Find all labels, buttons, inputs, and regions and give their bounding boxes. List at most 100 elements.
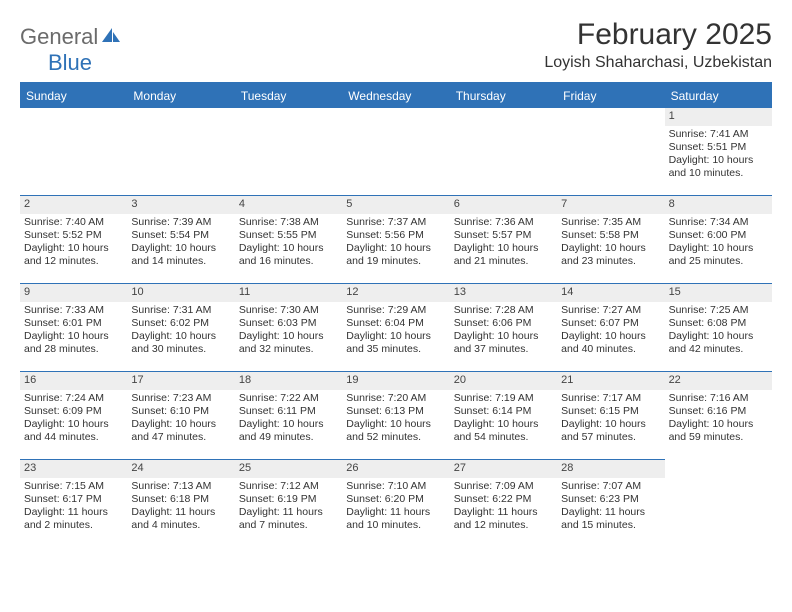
calendar-cell: 3 Sunrise: 7:39 AMSunset: 5:54 PMDaylight… — [127, 195, 234, 283]
calendar-cell-empty — [20, 107, 127, 195]
sunset-line: Sunset: 6:23 PM — [561, 493, 660, 506]
calendar-cell: 25Sunrise: 7:12 AMSunset: 6:19 PMDayligh… — [235, 459, 342, 547]
calendar-cell-empty — [557, 107, 664, 195]
sunset-line: Sunset: 6:08 PM — [669, 317, 768, 330]
day-number: 21 — [557, 372, 664, 390]
calendar-cell: 7Sunrise: 7:35 AMSunset: 5:58 PMDaylight… — [557, 195, 664, 283]
daylight-line: Daylight: 10 hours and 16 minutes. — [239, 242, 338, 268]
sunrise-line: Sunrise: 7:22 AM — [239, 392, 338, 405]
daylight-line: Daylight: 11 hours and 2 minutes. — [24, 506, 123, 532]
sunrise-line: Sunrise: 7:23 AM — [131, 392, 230, 405]
calendar-cell-empty — [235, 107, 342, 195]
sunset-line: Sunset: 6:02 PM — [131, 317, 230, 330]
calendar-page: General Blue February 2025 Loyish Shahar… — [0, 0, 792, 612]
calendar-cell: 18Sunrise: 7:22 AMSunset: 6:11 PMDayligh… — [235, 371, 342, 459]
sunrise-line: Sunrise: 7:34 AM — [669, 216, 768, 229]
day-number: 5 — [342, 196, 449, 214]
sunrise-line: Sunrise: 7:35 AM — [561, 216, 660, 229]
sunrise-line: Sunrise: 7:36 AM — [454, 216, 553, 229]
sunset-line: Sunset: 5:51 PM — [669, 141, 768, 154]
sunset-line: Sunset: 6:20 PM — [346, 493, 445, 506]
sunset-line: Sunset: 6:06 PM — [454, 317, 553, 330]
sunset-line: Sunset: 6:11 PM — [239, 405, 338, 418]
day-number: 10 — [127, 284, 234, 302]
day-number: 16 — [20, 372, 127, 390]
sunrise-line: Sunrise: 7:33 AM — [24, 304, 123, 317]
calendar-cell: 13Sunrise: 7:28 AMSunset: 6:06 PMDayligh… — [450, 283, 557, 371]
sunset-line: Sunset: 6:01 PM — [24, 317, 123, 330]
day-number: 20 — [450, 372, 557, 390]
calendar-cell: 24Sunrise: 7:13 AMSunset: 6:18 PMDayligh… — [127, 459, 234, 547]
brand-logo: General Blue — [20, 18, 122, 76]
calendar-cell: 9Sunrise: 7:33 AMSunset: 6:01 PMDaylight… — [20, 283, 127, 371]
day-header: Thursday — [450, 84, 557, 107]
daylight-line: Daylight: 11 hours and 15 minutes. — [561, 506, 660, 532]
sunrise-line: Sunrise: 7:12 AM — [239, 480, 338, 493]
day-number: 23 — [20, 460, 127, 478]
sunrise-line: Sunrise: 7:20 AM — [346, 392, 445, 405]
day-header: Tuesday — [235, 84, 342, 107]
logo-text-wrap: General Blue — [20, 24, 122, 76]
sunrise-line: Sunrise: 7:07 AM — [561, 480, 660, 493]
calendar-cell: 16Sunrise: 7:24 AMSunset: 6:09 PMDayligh… — [20, 371, 127, 459]
calendar-cell: 23Sunrise: 7:15 AMSunset: 6:17 PMDayligh… — [20, 459, 127, 547]
calendar-cell: 11Sunrise: 7:30 AMSunset: 6:03 PMDayligh… — [235, 283, 342, 371]
calendar-cell: 14Sunrise: 7:27 AMSunset: 6:07 PMDayligh… — [557, 283, 664, 371]
calendar-cell: 20Sunrise: 7:19 AMSunset: 6:14 PMDayligh… — [450, 371, 557, 459]
calendar-cell: 6Sunrise: 7:36 AMSunset: 5:57 PMDaylight… — [450, 195, 557, 283]
sunset-line: Sunset: 6:15 PM — [561, 405, 660, 418]
day-header: Monday — [127, 84, 234, 107]
day-number: 2 — [20, 196, 127, 214]
sunset-line: Sunset: 5:56 PM — [346, 229, 445, 242]
sunset-line: Sunset: 5:54 PM — [131, 229, 230, 242]
daylight-line: Daylight: 10 hours and 42 minutes. — [669, 330, 768, 356]
day-number: 11 — [235, 284, 342, 302]
sunrise-line: Sunrise: 7:15 AM — [24, 480, 123, 493]
day-number: 24 — [127, 460, 234, 478]
sunset-line: Sunset: 6:16 PM — [669, 405, 768, 418]
sunrise-line: Sunrise: 7:39 AM — [131, 216, 230, 229]
daylight-line: Daylight: 10 hours and 40 minutes. — [561, 330, 660, 356]
sunrise-line: Sunrise: 7:29 AM — [346, 304, 445, 317]
day-number: 17 — [127, 372, 234, 390]
sunset-line: Sunset: 5:57 PM — [454, 229, 553, 242]
header: General Blue February 2025 Loyish Shahar… — [20, 18, 772, 76]
calendar-cell: 2Sunrise: 7:40 AMSunset: 5:52 PMDaylight… — [20, 195, 127, 283]
logo-text-general: General — [20, 24, 98, 49]
sunset-line: Sunset: 6:14 PM — [454, 405, 553, 418]
calendar-cell: 17Sunrise: 7:23 AMSunset: 6:10 PMDayligh… — [127, 371, 234, 459]
day-header: Friday — [557, 84, 664, 107]
calendar-cell: 28Sunrise: 7:07 AMSunset: 6:23 PMDayligh… — [557, 459, 664, 547]
day-number: 13 — [450, 284, 557, 302]
sunrise-line: Sunrise: 7:30 AM — [239, 304, 338, 317]
sunrise-line: Sunrise: 7:28 AM — [454, 304, 553, 317]
calendar-cell-empty — [342, 107, 449, 195]
sunset-line: Sunset: 6:18 PM — [131, 493, 230, 506]
day-number: 1 — [665, 108, 772, 126]
calendar-cell: 8Sunrise: 7:34 AMSunset: 6:00 PMDaylight… — [665, 195, 772, 283]
title-block: February 2025 Loyish Shaharchasi, Uzbeki… — [544, 18, 772, 72]
sunrise-line: Sunrise: 7:10 AM — [346, 480, 445, 493]
calendar-cell: 4Sunrise: 7:38 AMSunset: 5:55 PMDaylight… — [235, 195, 342, 283]
day-header: Wednesday — [342, 84, 449, 107]
day-number: 14 — [557, 284, 664, 302]
day-number: 19 — [342, 372, 449, 390]
day-number: 4 — [235, 196, 342, 214]
day-header: Sunday — [20, 84, 127, 107]
page-subtitle: Loyish Shaharchasi, Uzbekistan — [544, 54, 772, 72]
sunset-line: Sunset: 5:58 PM — [561, 229, 660, 242]
sunrise-line: Sunrise: 7:25 AM — [669, 304, 768, 317]
daylight-line: Daylight: 10 hours and 23 minutes. — [561, 242, 660, 268]
day-number: 8 — [665, 196, 772, 214]
daylight-line: Daylight: 10 hours and 25 minutes. — [669, 242, 768, 268]
daylight-line: Daylight: 11 hours and 7 minutes. — [239, 506, 338, 532]
day-number: 27 — [450, 460, 557, 478]
sunrise-line: Sunrise: 7:09 AM — [454, 480, 553, 493]
calendar-cell: 22Sunrise: 7:16 AMSunset: 6:16 PMDayligh… — [665, 371, 772, 459]
daylight-line: Daylight: 10 hours and 28 minutes. — [24, 330, 123, 356]
sunrise-line: Sunrise: 7:24 AM — [24, 392, 123, 405]
daylight-line: Daylight: 10 hours and 54 minutes. — [454, 418, 553, 444]
daylight-line: Daylight: 10 hours and 47 minutes. — [131, 418, 230, 444]
day-number: 3 — [127, 196, 234, 214]
daylight-line: Daylight: 10 hours and 14 minutes. — [131, 242, 230, 268]
